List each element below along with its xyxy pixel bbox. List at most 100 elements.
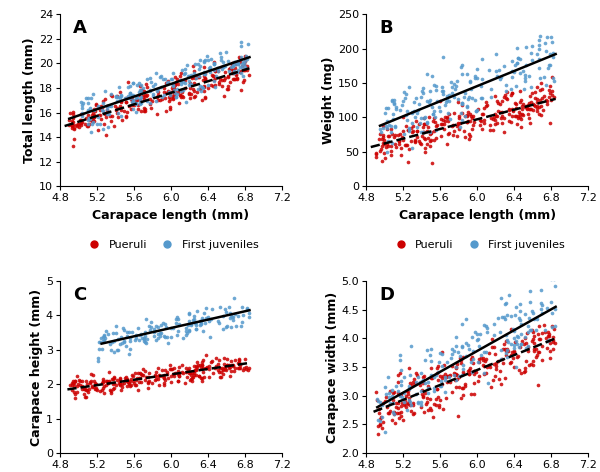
Point bbox=[77, 101, 87, 109]
Point bbox=[545, 82, 555, 89]
Point bbox=[464, 366, 473, 373]
Point bbox=[220, 62, 230, 70]
Point bbox=[191, 74, 201, 82]
Point bbox=[216, 63, 226, 71]
Point bbox=[233, 312, 242, 320]
Point bbox=[218, 366, 227, 374]
Point bbox=[190, 369, 199, 377]
Point bbox=[197, 84, 207, 91]
Point bbox=[230, 311, 239, 318]
Point bbox=[174, 372, 184, 379]
Point bbox=[524, 361, 533, 369]
Point bbox=[107, 112, 117, 120]
Point bbox=[227, 63, 236, 71]
Point bbox=[157, 95, 167, 103]
Point bbox=[139, 336, 149, 343]
Point bbox=[233, 59, 243, 67]
Point bbox=[83, 111, 92, 119]
Point bbox=[373, 416, 383, 423]
Point bbox=[216, 53, 226, 60]
Point bbox=[236, 69, 245, 76]
Point bbox=[224, 364, 233, 371]
Point bbox=[177, 362, 187, 369]
Point bbox=[185, 377, 194, 384]
Point bbox=[503, 338, 512, 346]
Point bbox=[155, 74, 165, 81]
Point bbox=[164, 77, 173, 84]
Point bbox=[397, 393, 407, 401]
Point bbox=[407, 110, 417, 117]
Point bbox=[487, 93, 496, 101]
Point bbox=[146, 100, 155, 107]
Point bbox=[406, 401, 416, 408]
Point bbox=[530, 89, 540, 96]
Point bbox=[533, 381, 543, 389]
Point bbox=[383, 124, 392, 132]
Point bbox=[417, 88, 427, 95]
Point bbox=[224, 303, 233, 311]
Point bbox=[190, 312, 199, 320]
Point bbox=[156, 329, 166, 337]
Point bbox=[222, 322, 232, 330]
Point bbox=[125, 90, 134, 97]
Point bbox=[139, 84, 148, 92]
Point bbox=[526, 360, 536, 368]
Point bbox=[193, 361, 203, 369]
Point bbox=[437, 84, 447, 91]
Point bbox=[511, 61, 520, 69]
Point bbox=[164, 93, 173, 101]
Point bbox=[395, 393, 405, 400]
Point bbox=[189, 80, 199, 87]
Point bbox=[516, 341, 526, 348]
Point bbox=[172, 332, 182, 339]
Point bbox=[537, 329, 547, 337]
Point bbox=[452, 334, 461, 341]
Point bbox=[200, 70, 210, 78]
Point bbox=[136, 379, 146, 386]
Point bbox=[97, 345, 106, 353]
Point bbox=[185, 94, 194, 102]
Point bbox=[507, 73, 517, 81]
Point bbox=[82, 387, 92, 394]
Point bbox=[79, 99, 88, 107]
Point bbox=[131, 108, 141, 116]
Point bbox=[445, 372, 454, 379]
Point bbox=[523, 343, 533, 350]
Point bbox=[485, 363, 494, 371]
Point bbox=[128, 105, 138, 113]
Point bbox=[442, 378, 451, 386]
Point bbox=[188, 373, 197, 380]
Point bbox=[131, 376, 141, 384]
Point bbox=[393, 388, 403, 395]
Point bbox=[212, 64, 222, 71]
Point bbox=[428, 110, 438, 118]
Point bbox=[422, 140, 431, 148]
Point bbox=[388, 396, 398, 404]
Point bbox=[188, 85, 198, 93]
Point bbox=[115, 102, 124, 110]
Point bbox=[83, 94, 92, 101]
Point bbox=[421, 357, 430, 364]
Point bbox=[462, 70, 472, 77]
Point bbox=[131, 99, 140, 107]
Point bbox=[423, 124, 433, 131]
Point bbox=[69, 379, 79, 387]
Point bbox=[449, 93, 458, 101]
Point bbox=[541, 334, 550, 341]
Point bbox=[386, 125, 396, 132]
Point bbox=[374, 422, 383, 430]
Point bbox=[425, 395, 435, 403]
Point bbox=[209, 76, 218, 84]
Point bbox=[493, 107, 503, 114]
Point bbox=[121, 94, 131, 102]
Point bbox=[500, 92, 510, 99]
Point bbox=[427, 103, 437, 110]
Point bbox=[494, 66, 503, 74]
Point bbox=[134, 92, 144, 99]
Point bbox=[458, 361, 467, 369]
Point bbox=[67, 118, 76, 125]
Point bbox=[466, 112, 476, 119]
Point bbox=[199, 373, 208, 380]
Point bbox=[384, 133, 394, 140]
Point bbox=[489, 113, 499, 120]
